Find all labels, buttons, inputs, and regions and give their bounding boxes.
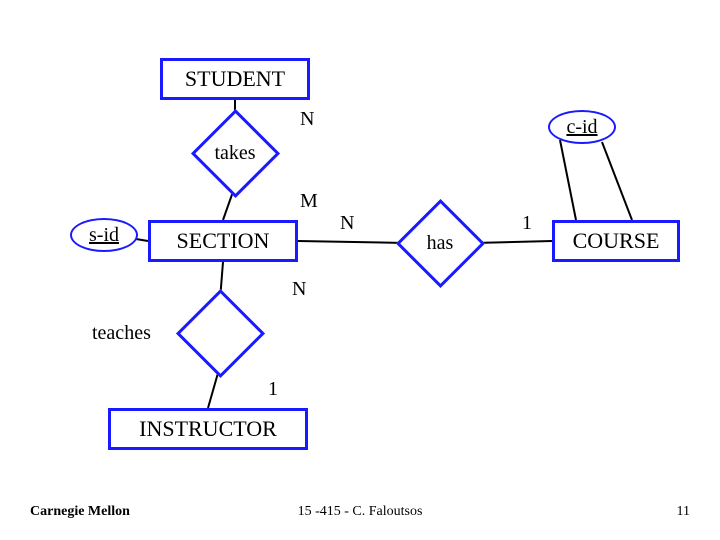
relationship-has-label: has (427, 232, 454, 255)
attribute-c-id-label: c-id (566, 116, 597, 139)
entity-section: SECTION (148, 220, 298, 262)
attribute-c-id: c-id (548, 110, 616, 144)
er-edges (0, 0, 720, 540)
footer-center: 15 -415 - C. Faloutsos (0, 504, 720, 520)
relationship-takes-label: takes (214, 142, 255, 165)
relationship-teaches (175, 288, 265, 378)
entity-instructor: INSTRUCTOR (108, 408, 308, 450)
cardinality-1: M (300, 190, 318, 213)
footer-right: 11 (677, 504, 690, 520)
attribute-s-id: s-id (70, 218, 138, 252)
entity-course-label: COURSE (573, 228, 660, 254)
entity-course: COURSE (552, 220, 680, 262)
entity-student-label: STUDENT (185, 66, 285, 92)
cardinality-4: N (292, 278, 306, 301)
cardinality-5: 1 (268, 378, 278, 401)
entity-section-label: SECTION (177, 228, 270, 254)
cardinality-0: N (300, 108, 314, 131)
cardinality-2: N (340, 212, 354, 235)
relationship-has: has (395, 198, 485, 288)
relationship-takes: takes (190, 108, 280, 198)
entity-instructor-label: INSTRUCTOR (139, 416, 277, 442)
entity-student: STUDENT (160, 58, 310, 100)
attribute-s-id-label: s-id (89, 224, 119, 247)
cardinality-3: 1 (522, 212, 532, 235)
relationship-teaches-label: teaches (92, 322, 151, 345)
